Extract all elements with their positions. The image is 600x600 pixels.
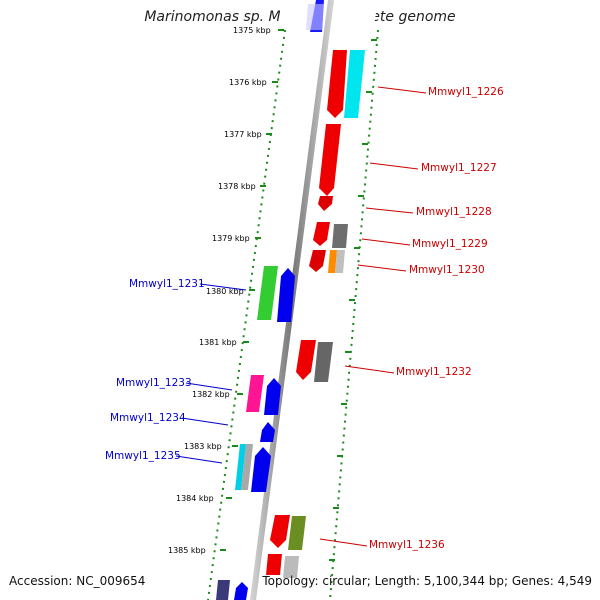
kbp-label: 1385 kbp [168,546,206,555]
gene-arrow[interactable] [318,196,333,211]
gene-arrow[interactable] [277,268,295,322]
gene-arrow[interactable] [241,444,253,490]
gene-label[interactable]: Mmwyl1_1231 [129,278,205,290]
kbp-label: 1378 kbp [218,182,256,191]
gene-arrow[interactable] [270,515,290,548]
gene-arrow[interactable] [313,222,330,246]
gene-arrow[interactable] [327,50,347,118]
gene-arrow[interactable] [332,224,348,248]
gene-label[interactable]: Mmwyl1_1227 [421,162,497,174]
gene-arrow[interactable] [216,580,230,600]
gene-arrow[interactable] [328,250,337,273]
kbp-label: 1377 kbp [224,130,262,139]
gene-arrow[interactable] [234,582,248,600]
gene-label[interactable]: Mmwyl1_1233 [116,377,192,389]
reverse-strand-genes [216,266,295,600]
gene-arrow[interactable] [246,375,264,412]
kbp-label: 1376 kbp [229,78,267,87]
kbp-label: 1379 kbp [212,234,250,243]
gene-label[interactable]: Mmwyl1_1228 [416,206,492,218]
gene-arrow[interactable] [288,516,306,550]
gene-label[interactable]: Mmwyl1_1226 [428,86,504,98]
gene-arrow[interactable] [283,556,299,578]
accession-text: Accession: NC_009654 [9,574,146,588]
kbp-label: 1375 kbp [233,26,271,35]
gene-arrow[interactable] [319,124,341,196]
gene-arrow[interactable] [264,378,281,415]
major-ticks [220,29,377,561]
forward-leader-lines [319,86,427,547]
forward-strand-genes [266,0,365,578]
gene-arrow[interactable] [296,340,316,380]
gene-label[interactable]: Mmwyl1_1229 [412,238,488,250]
gene-label[interactable]: Mmwyl1_1230 [409,264,485,276]
kbp-label: 1384 kbp [176,494,214,503]
genome-summary-text: Topology: circular; Length: 5,100,344 bp… [262,574,592,588]
kbp-label: 1383 kbp [184,442,222,451]
kbp-label: 1382 kbp [192,390,230,399]
gene-arrow[interactable] [257,266,278,320]
gene-arrow[interactable] [335,250,345,273]
gene-arrow[interactable] [266,554,282,575]
gene-arrow[interactable] [260,422,275,442]
gene-arrow[interactable] [314,342,333,382]
reverse-tick-line [207,29,286,600]
kbp-label: 1380 kbp [206,287,244,296]
gene-arrow[interactable] [309,250,326,272]
gene-arrow[interactable] [344,50,365,118]
gene-label[interactable]: Mmwyl1_1236 [369,539,445,551]
gene-arrow[interactable] [306,4,324,30]
reverse-leader-lines [175,283,247,464]
gene-arrow[interactable] [251,447,271,492]
gene-label[interactable]: Mmwyl1_1234 [110,412,186,424]
forward-tick-line [329,29,379,600]
kbp-label: 1381 kbp [199,338,237,347]
gene-label[interactable]: Mmwyl1_1235 [105,450,181,462]
gene-arrow[interactable] [235,444,246,490]
gene-label[interactable]: Mmwyl1_1232 [396,366,472,378]
